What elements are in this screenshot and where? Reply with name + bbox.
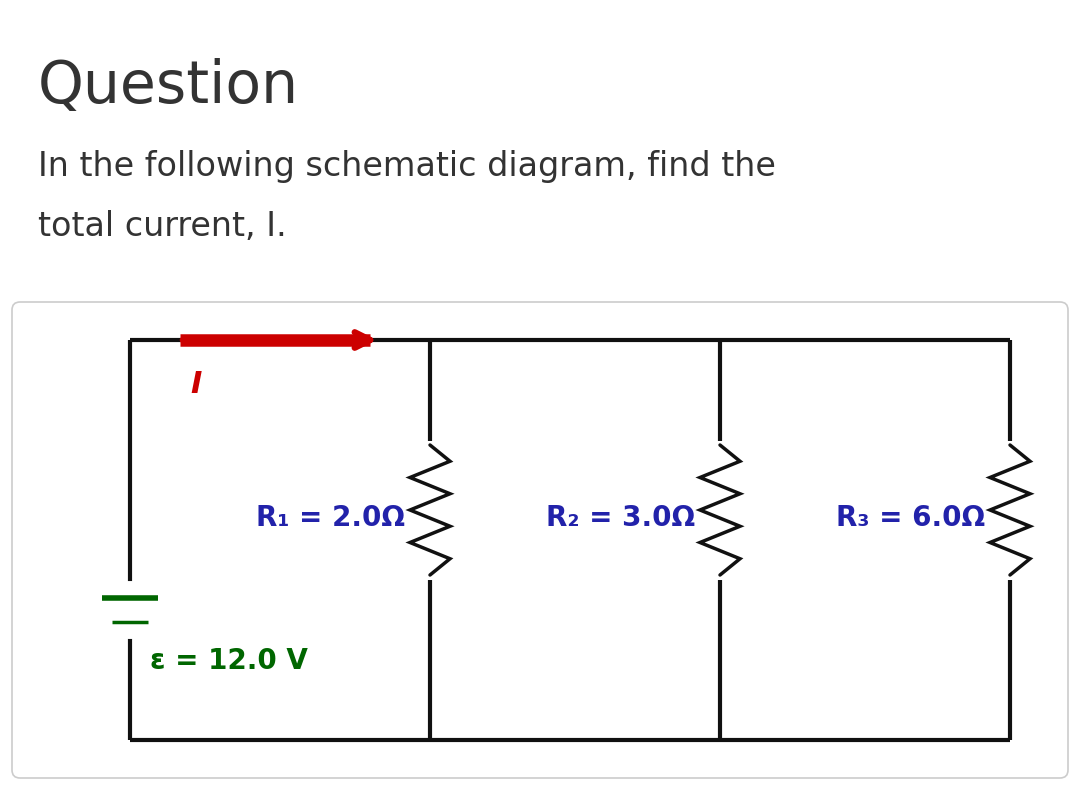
Text: ε = 12.0 V: ε = 12.0 V (150, 647, 308, 675)
Text: total current, I.: total current, I. (38, 210, 287, 243)
Text: R₃ = 6.0Ω: R₃ = 6.0Ω (836, 504, 985, 532)
Text: R₂ = 3.0Ω: R₂ = 3.0Ω (545, 504, 696, 532)
Text: I: I (190, 370, 201, 399)
Text: In the following schematic diagram, find the: In the following schematic diagram, find… (38, 150, 775, 183)
Text: Question: Question (38, 58, 299, 115)
Text: R₁ = 2.0Ω: R₁ = 2.0Ω (256, 504, 405, 532)
FancyBboxPatch shape (12, 302, 1068, 778)
